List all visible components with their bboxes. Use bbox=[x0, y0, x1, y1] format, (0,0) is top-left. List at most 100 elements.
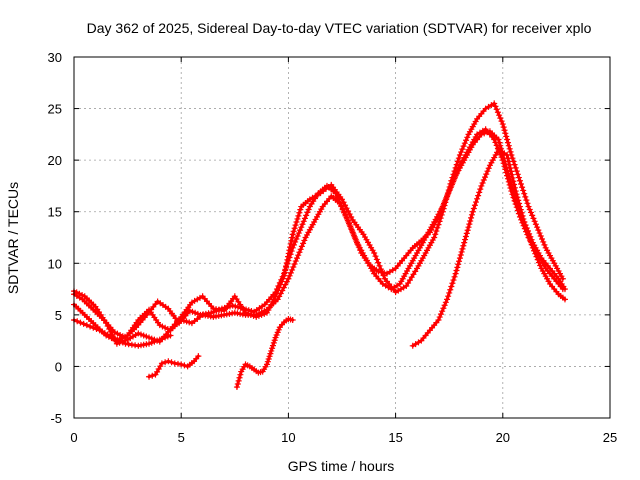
data-point bbox=[297, 246, 304, 253]
data-point bbox=[270, 339, 277, 346]
data-point bbox=[450, 277, 457, 284]
data-point bbox=[258, 311, 265, 318]
data-point bbox=[290, 263, 297, 270]
data-point bbox=[168, 359, 175, 366]
data-point bbox=[525, 231, 532, 238]
data-point bbox=[510, 178, 517, 185]
data-point bbox=[471, 202, 478, 209]
data-point bbox=[178, 361, 185, 368]
data-point bbox=[447, 286, 454, 293]
data-point bbox=[438, 211, 445, 218]
data-point bbox=[189, 308, 196, 315]
data-point bbox=[525, 203, 532, 210]
data-point bbox=[470, 205, 477, 212]
data-point bbox=[456, 151, 463, 158]
series-line bbox=[72, 101, 565, 346]
data-point bbox=[524, 200, 531, 207]
data-point bbox=[467, 217, 474, 224]
data-point bbox=[135, 330, 142, 337]
data-point bbox=[267, 350, 274, 357]
data-point bbox=[537, 262, 544, 269]
data-point bbox=[507, 168, 514, 175]
data-point bbox=[73, 289, 80, 296]
data-point bbox=[511, 184, 518, 191]
data-point bbox=[449, 280, 456, 287]
data-point bbox=[436, 314, 443, 321]
data-point bbox=[493, 106, 500, 113]
series-track-5 bbox=[233, 315, 296, 391]
data-point bbox=[377, 266, 384, 273]
data-point bbox=[351, 233, 358, 240]
data-point bbox=[521, 190, 528, 197]
data-point bbox=[516, 200, 523, 207]
data-point bbox=[511, 181, 518, 188]
data-point bbox=[516, 203, 523, 210]
data-point bbox=[504, 139, 511, 146]
data-point bbox=[503, 169, 510, 176]
data-point bbox=[539, 235, 546, 242]
data-point bbox=[482, 174, 489, 181]
data-point bbox=[114, 330, 121, 337]
series-track-7 bbox=[71, 317, 174, 349]
data-point bbox=[502, 166, 509, 173]
data-point bbox=[496, 112, 503, 119]
data-point bbox=[484, 168, 491, 175]
data-point bbox=[455, 155, 462, 162]
data-point bbox=[477, 186, 484, 193]
data-point bbox=[285, 250, 292, 257]
data-point bbox=[523, 225, 530, 232]
data-point bbox=[474, 195, 481, 202]
data-point bbox=[502, 130, 509, 137]
data-point bbox=[461, 239, 468, 246]
data-point bbox=[282, 266, 289, 273]
data-point bbox=[462, 233, 469, 240]
data-point bbox=[349, 227, 356, 234]
data-point bbox=[540, 238, 547, 245]
data-point bbox=[464, 227, 471, 234]
data-point bbox=[167, 332, 174, 339]
data-point bbox=[236, 374, 243, 381]
data-point bbox=[461, 140, 468, 147]
data-point bbox=[87, 323, 94, 330]
data-point bbox=[541, 241, 548, 248]
data-point bbox=[534, 224, 541, 231]
data-point bbox=[293, 219, 300, 226]
plot-frame bbox=[73, 56, 611, 419]
data-point bbox=[164, 333, 171, 340]
data-point bbox=[505, 142, 512, 149]
data-point bbox=[498, 154, 505, 161]
data-point bbox=[433, 228, 440, 235]
data-point bbox=[506, 161, 513, 168]
data-point bbox=[445, 293, 452, 300]
data-point bbox=[457, 252, 464, 259]
data-point bbox=[347, 224, 354, 231]
data-point bbox=[526, 235, 533, 242]
data-point bbox=[435, 317, 442, 324]
data-point bbox=[143, 333, 150, 340]
data-point bbox=[504, 136, 511, 143]
data-point bbox=[532, 221, 539, 228]
data-point bbox=[448, 283, 455, 290]
data-point bbox=[493, 142, 500, 149]
data-point bbox=[113, 340, 120, 347]
data-point bbox=[195, 353, 202, 360]
data-point bbox=[186, 307, 193, 314]
data-point bbox=[140, 332, 147, 339]
y-tick-label: 5 bbox=[55, 308, 62, 323]
y-tick-label: -5 bbox=[50, 411, 62, 426]
series-line bbox=[411, 148, 567, 348]
data-point bbox=[437, 311, 444, 318]
data-point bbox=[269, 345, 276, 352]
series-track-4 bbox=[409, 146, 568, 349]
data-point bbox=[180, 317, 187, 324]
data-point bbox=[478, 182, 485, 189]
data-point bbox=[513, 168, 520, 175]
data-point bbox=[463, 137, 470, 144]
data-point bbox=[445, 187, 452, 194]
data-point bbox=[473, 199, 479, 206]
series-track-2 bbox=[71, 126, 566, 344]
data-point bbox=[379, 269, 386, 276]
data-point bbox=[303, 212, 310, 219]
data-point bbox=[285, 253, 292, 260]
data-point bbox=[79, 292, 86, 299]
